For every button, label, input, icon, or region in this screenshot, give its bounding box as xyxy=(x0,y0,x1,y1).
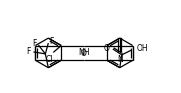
Text: F: F xyxy=(26,47,30,56)
Text: NH: NH xyxy=(78,48,90,57)
Text: Cl: Cl xyxy=(46,55,53,64)
Text: N: N xyxy=(117,55,123,64)
Text: F: F xyxy=(49,37,54,46)
Text: O: O xyxy=(104,44,110,53)
Text: F: F xyxy=(32,39,36,48)
Text: O: O xyxy=(81,49,87,58)
Text: OH: OH xyxy=(137,44,148,53)
